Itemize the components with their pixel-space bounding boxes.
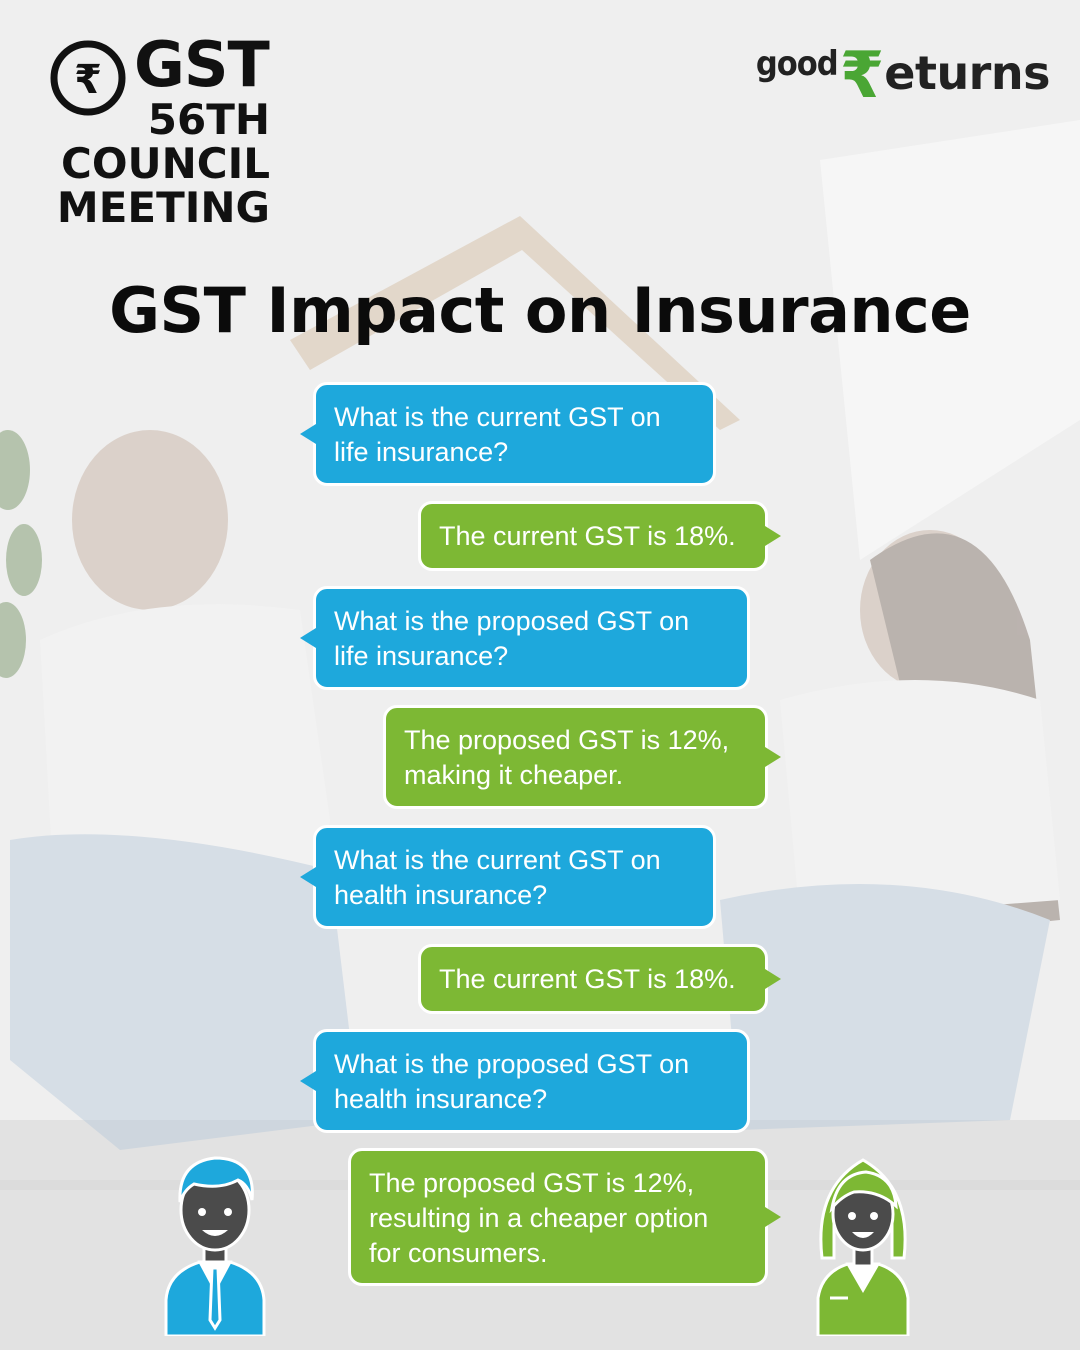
chat-bubble-text: The proposed GST is 12%, making it cheap… <box>404 725 730 790</box>
brand-logo: good ₹ eturns <box>755 38 1051 113</box>
logo-subtitle-line: MEETING <box>56 183 270 232</box>
logo-subtitle-line: COUNCIL <box>61 139 270 188</box>
brand-text-good: good <box>755 44 839 84</box>
chat-bubble-answer: The proposed GST is 12%, making it cheap… <box>383 705 781 809</box>
chat-bubble-text: What is the current GST on life insuranc… <box>334 402 661 467</box>
chat-bubble-question: What is the proposed GST on life insuran… <box>300 586 750 690</box>
brand-rupee-mark: ₹ <box>839 39 885 113</box>
brand-text-returns: eturns <box>884 46 1050 100</box>
chat-bubble-question: What is the current GST on health insura… <box>300 825 716 929</box>
chat-bubble-text: The current GST is 18%. <box>439 521 736 551</box>
woman-avatar-icon <box>816 1158 910 1336</box>
chat-bubble-answer: The current GST is 18%. <box>418 501 781 571</box>
rupee-circle-icon: ₹ <box>50 40 126 116</box>
chat-bubble-answer: The proposed GST is 12%, resulting in a … <box>348 1148 781 1286</box>
chat-bubble-text: What is the proposed GST on life insuran… <box>334 606 690 671</box>
logo-subtitle: 56TH COUNCIL MEETING <box>54 98 270 230</box>
man-avatar-icon <box>164 1156 266 1336</box>
logo-subtitle-line: 56TH <box>147 95 270 144</box>
chat-bubble-question: What is the proposed GST on health insur… <box>300 1029 750 1133</box>
svg-text:₹: ₹ <box>74 57 102 103</box>
chat-bubble-text: What is the current GST on health insura… <box>334 845 661 910</box>
chat-bubble-text: What is the proposed GST on health insur… <box>334 1049 690 1114</box>
chat-bubble-text: The current GST is 18%. <box>439 964 736 994</box>
chat-bubble-question: What is the current GST on life insuranc… <box>300 382 716 486</box>
page-title: GST Impact on Insurance <box>109 274 971 347</box>
chat-bubble-answer: The current GST is 18%. <box>418 944 781 1014</box>
logo-title: GST <box>134 28 270 101</box>
chat-bubble-text: The proposed GST is 12%, resulting in a … <box>369 1168 709 1268</box>
